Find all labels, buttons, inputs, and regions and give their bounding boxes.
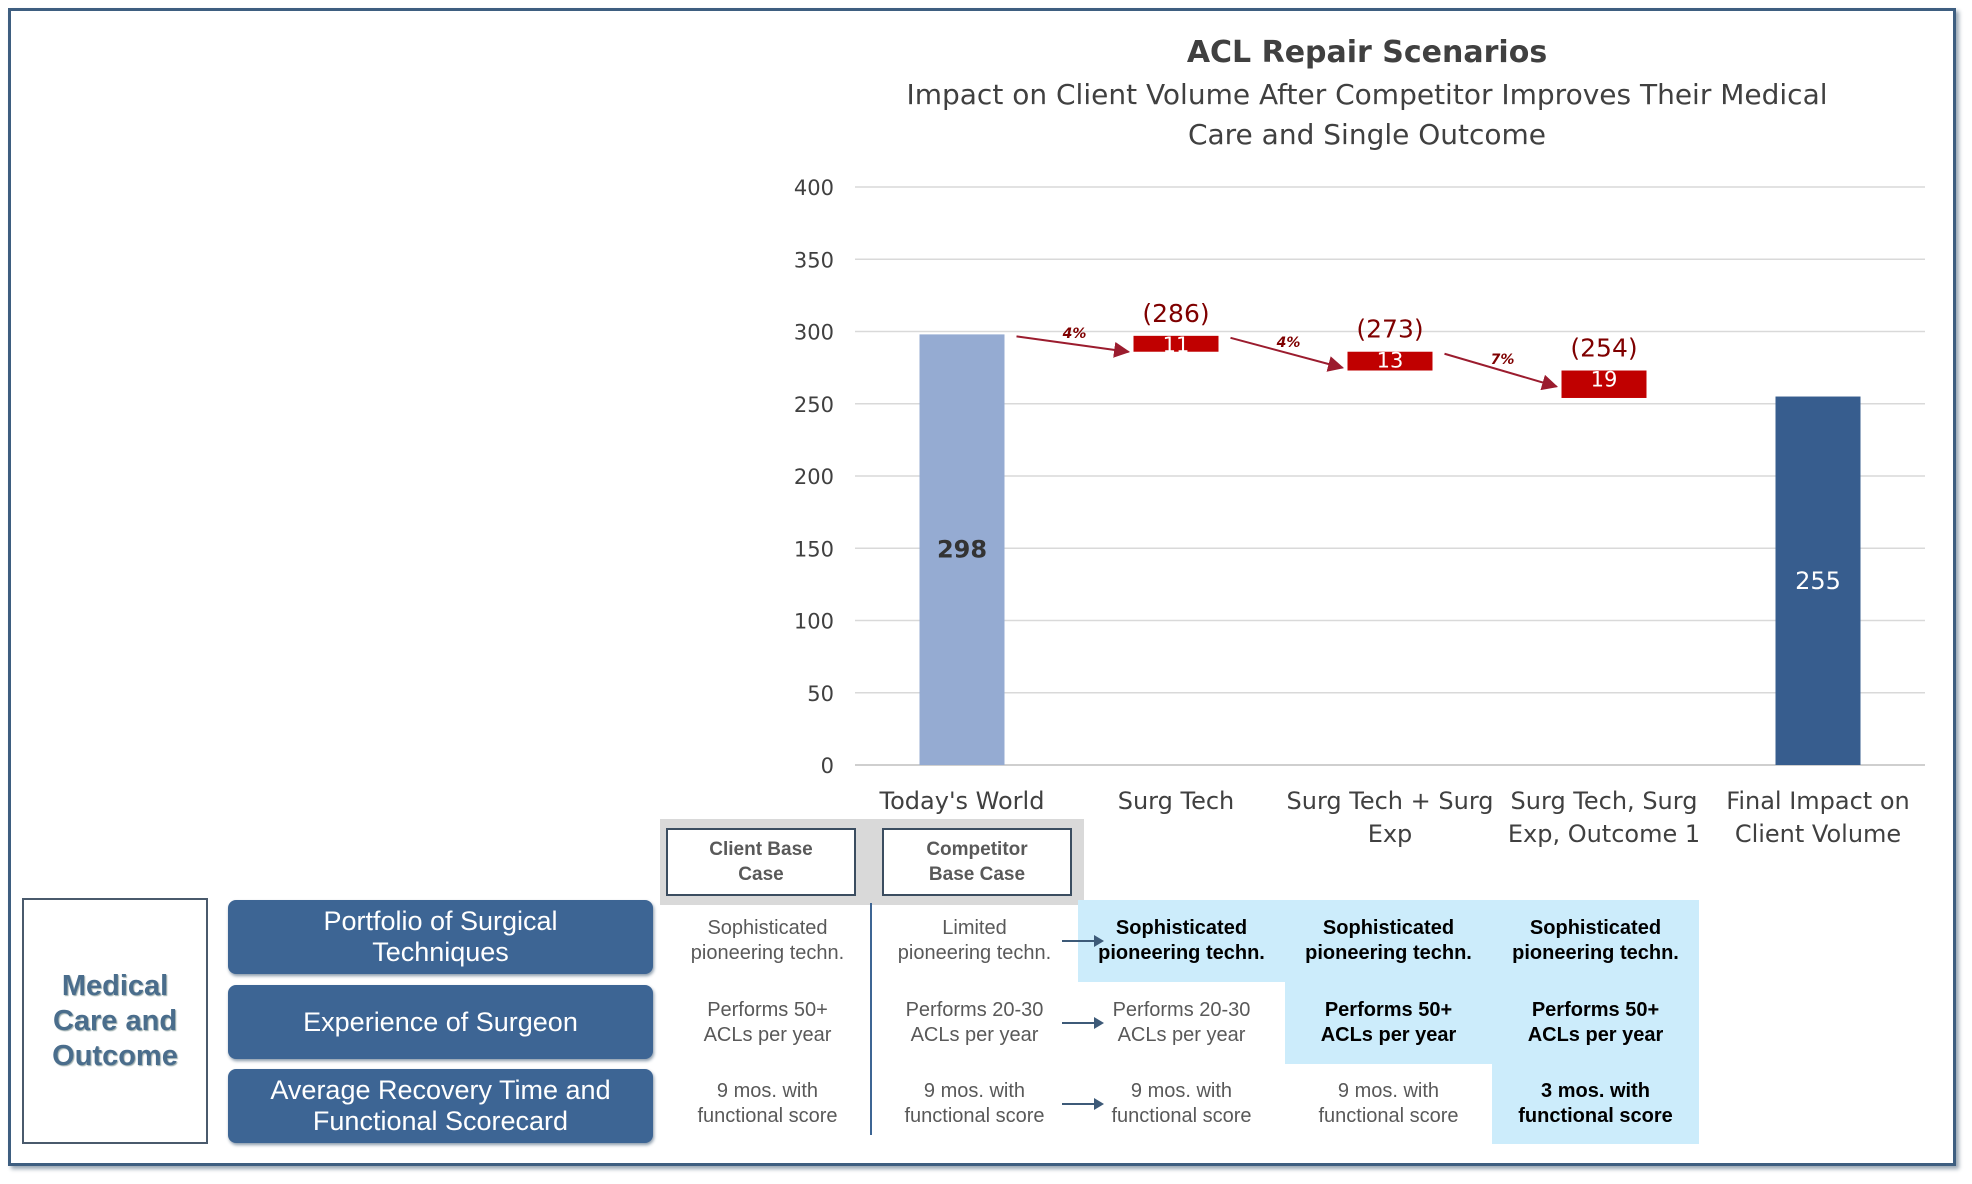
y-tick-label: 200 bbox=[794, 465, 834, 489]
pct-label: 7% bbox=[1491, 352, 1515, 368]
y-tick-label: 350 bbox=[794, 248, 834, 272]
bar-3 bbox=[1561, 370, 1647, 398]
column-header-client-base: Client Base Case bbox=[666, 828, 856, 896]
table-cell: Performs 50+ ACLs per year bbox=[1285, 982, 1492, 1064]
running-total-label: (273) bbox=[1356, 315, 1423, 344]
y-tick-label: 50 bbox=[807, 682, 834, 706]
category-label: Client Volume bbox=[1735, 820, 1901, 848]
medical-care-outcome-label: Medical Care and Outcome bbox=[22, 898, 208, 1144]
bar-1 bbox=[1133, 335, 1219, 352]
decrease-value-label: 13 bbox=[1377, 349, 1404, 373]
y-tick-label: 150 bbox=[794, 537, 834, 561]
column-header-competitor-base: Competitor Base Case bbox=[882, 828, 1072, 896]
connector-arrow bbox=[1016, 335, 1131, 358]
bar-value-label: 255 bbox=[1795, 567, 1841, 595]
table-cell: Performs 20-30 ACLs per year bbox=[1112, 999, 1251, 1046]
pct-label: 4% bbox=[1062, 326, 1087, 342]
y-tick-label: 100 bbox=[794, 610, 834, 634]
y-tick-label: 300 bbox=[794, 321, 834, 345]
bar-2 bbox=[1347, 351, 1433, 371]
table-cell: Sophisticated pioneering techn. bbox=[690, 917, 845, 964]
table-cell: Sophisticated pioneering techn. bbox=[1285, 900, 1492, 982]
pct-label: 4% bbox=[1276, 335, 1301, 351]
category-label: Today's World bbox=[879, 787, 1045, 815]
table-cell: 9 mos. with functional score bbox=[1318, 1080, 1459, 1127]
connector-arrow bbox=[1230, 336, 1345, 372]
running-total-label: (286) bbox=[1142, 299, 1209, 328]
category-label: Exp bbox=[1368, 820, 1413, 848]
decrease-value-label: 19 bbox=[1591, 368, 1618, 392]
chart-title: ACL Repair Scenarios bbox=[1187, 35, 1547, 70]
category-label: Surg Tech, Surg bbox=[1511, 787, 1698, 815]
table-cell: 9 mos. with functional score bbox=[697, 1080, 838, 1127]
category-label: Final Impact on bbox=[1726, 787, 1909, 815]
chart-subtitle-line-2: Care and Single Outcome bbox=[1188, 118, 1546, 151]
table-cell: Limited pioneering techn. bbox=[897, 917, 1052, 964]
bar-0 bbox=[919, 334, 1005, 765]
row-label-experience: Experience of Surgeon bbox=[228, 985, 653, 1059]
category-label: Surg Tech bbox=[1118, 787, 1235, 815]
row-label-portfolio: Portfolio of Surgical Techniques bbox=[228, 900, 653, 974]
table-cell: 3 mos. with functional score bbox=[1492, 1064, 1699, 1144]
table-cell: Sophisticated pioneering techn. bbox=[1078, 900, 1285, 982]
category-label: Exp, Outcome 1 bbox=[1508, 820, 1700, 848]
table-cell: 9 mos. with functional score bbox=[904, 1080, 1045, 1127]
table-cell: Performs 50+ ACLs per year bbox=[1492, 982, 1699, 1064]
table-cell: Sophisticated pioneering techn. bbox=[1492, 900, 1699, 982]
y-tick-label: 250 bbox=[794, 393, 834, 417]
connector-arrow bbox=[1444, 352, 1559, 391]
bar-value-label: 298 bbox=[937, 536, 987, 564]
category-label: Surg Tech + Surg bbox=[1287, 787, 1494, 815]
bar-4 bbox=[1775, 396, 1861, 765]
table-cell: Performs 50+ ACLs per year bbox=[703, 999, 832, 1046]
table-cell: Performs 20-30 ACLs per year bbox=[905, 999, 1044, 1046]
table-cell: 9 mos. with functional score bbox=[1111, 1080, 1252, 1127]
table-column-separator bbox=[870, 903, 872, 1135]
decrease-value-label: 11 bbox=[1163, 333, 1190, 357]
y-tick-label: 400 bbox=[794, 176, 834, 200]
chart-subtitle-line-1: Impact on Client Volume After Competitor… bbox=[906, 78, 1827, 111]
running-total-label: (254) bbox=[1570, 334, 1637, 363]
row-label-recovery: Average Recovery Time and Functional Sco… bbox=[228, 1069, 653, 1143]
y-tick-label: 0 bbox=[821, 754, 834, 778]
